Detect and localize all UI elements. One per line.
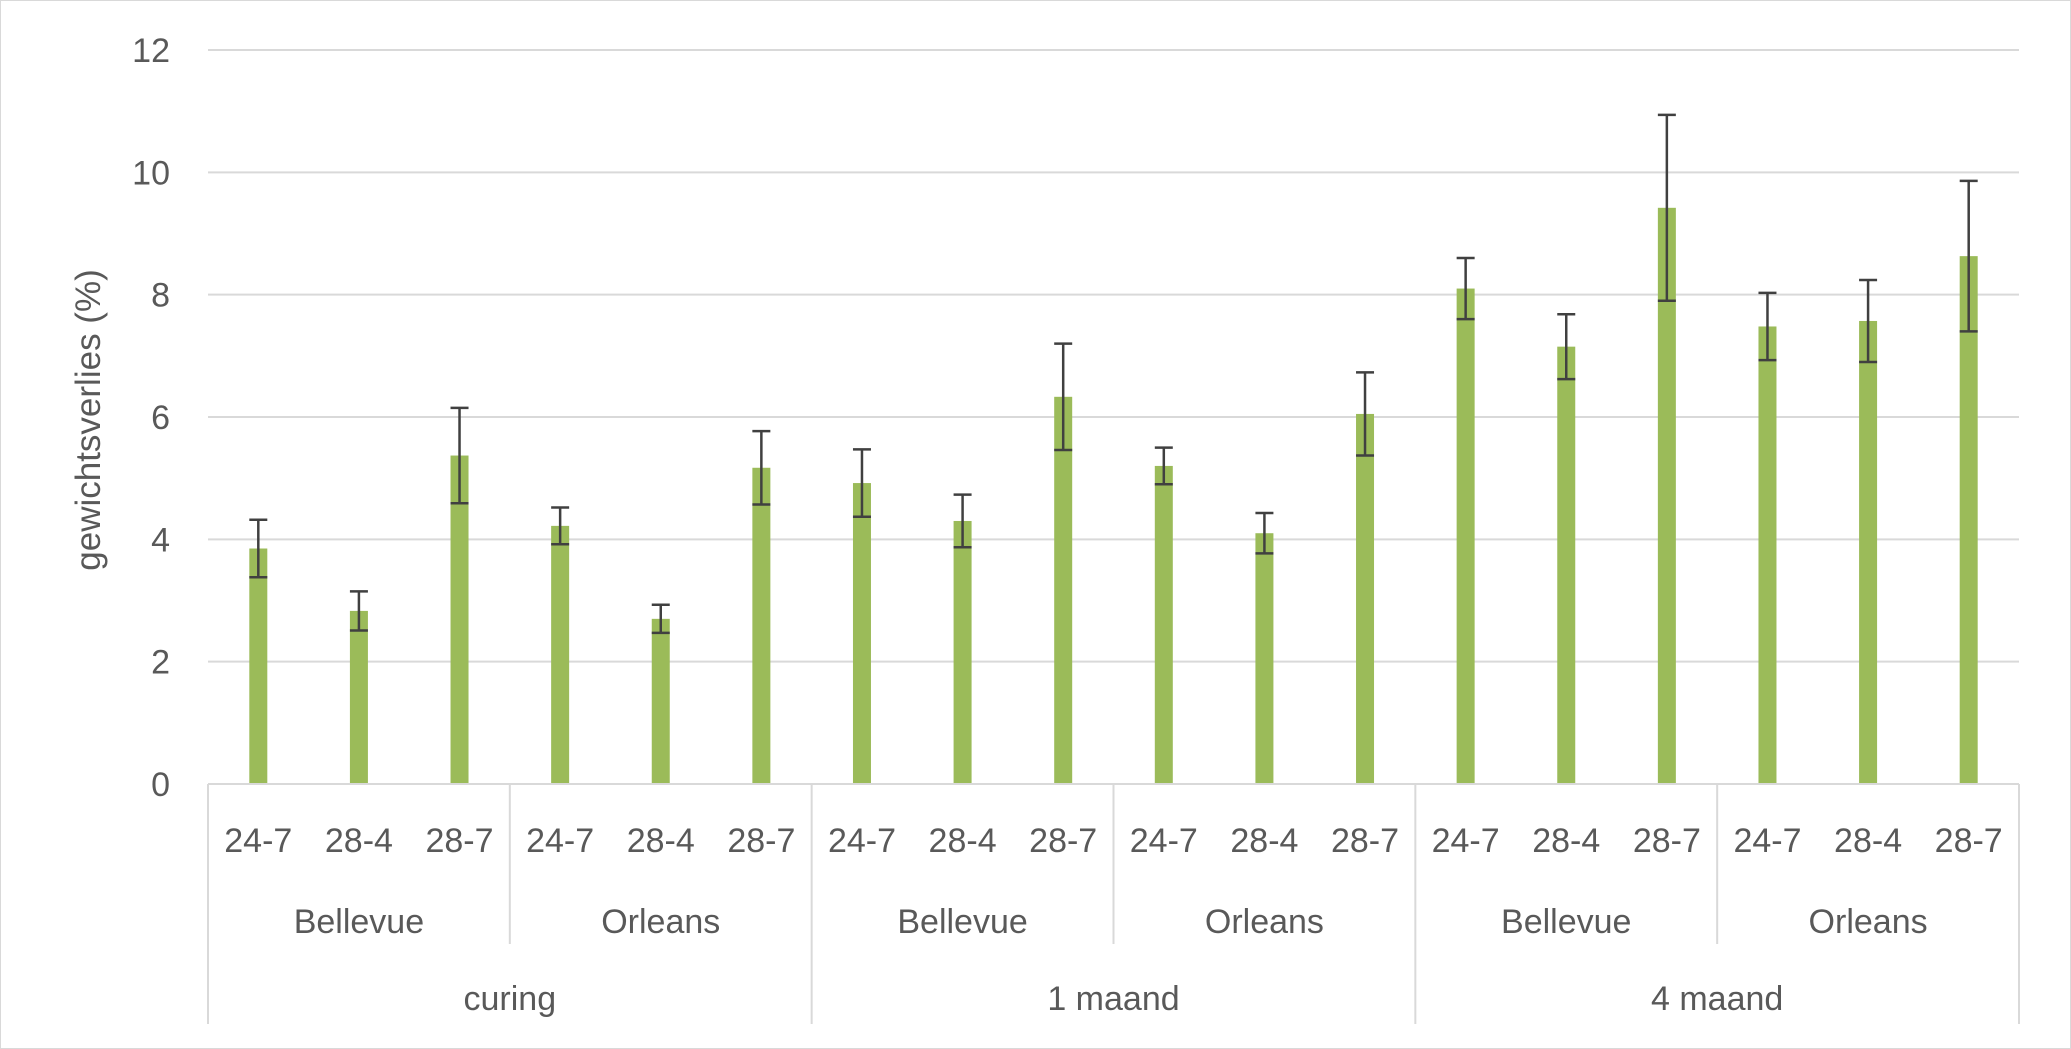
period-label: 1 maand xyxy=(1047,980,1179,1018)
error-bars xyxy=(249,113,1978,635)
variety-label: Orleans xyxy=(1205,903,1324,941)
x-tick-label: 28-7 xyxy=(1331,822,1399,860)
x-tick-label: 28-4 xyxy=(325,822,393,860)
bar xyxy=(249,548,268,784)
x-tick-label: 24-7 xyxy=(1733,822,1801,860)
x-tick-label: 28-7 xyxy=(727,822,795,860)
variety-label: Orleans xyxy=(1809,903,1928,941)
x-tick-label: 24-7 xyxy=(1432,822,1500,860)
bar xyxy=(1356,413,1375,784)
y-tick-label: 0 xyxy=(151,766,170,804)
y-tick-label: 4 xyxy=(151,521,170,559)
period-label: curing xyxy=(464,980,557,1018)
y-axis-tick-labels: 0 2 4 6 8 10 12 xyxy=(132,32,170,804)
error-bar xyxy=(651,603,670,635)
bars xyxy=(249,207,1978,784)
x-tick-label: 24-7 xyxy=(526,822,594,860)
error-bar xyxy=(1456,256,1475,321)
y-axis-label: gewichtsverlies (%) xyxy=(69,269,108,570)
x-tick-label: 28-7 xyxy=(1935,822,2003,860)
error-bar xyxy=(1959,179,1978,333)
bar xyxy=(1959,256,1978,784)
bar xyxy=(651,618,670,784)
error-bar xyxy=(852,448,871,518)
bar xyxy=(1054,396,1073,784)
error-bar xyxy=(953,493,972,549)
x-tick-label: 28-4 xyxy=(627,822,695,860)
bar xyxy=(1758,326,1777,784)
x-tick-label: 28-7 xyxy=(1029,822,1097,860)
x-tick-label: 28-4 xyxy=(1532,822,1600,860)
error-bar xyxy=(1154,446,1173,486)
x-tick-label: 28-4 xyxy=(1230,822,1298,860)
error-bar xyxy=(1557,312,1576,381)
variety-label: Bellevue xyxy=(1501,903,1631,941)
error-bar xyxy=(450,406,469,505)
x-tick-label: 28-4 xyxy=(929,822,997,860)
error-bar xyxy=(1859,278,1878,364)
x-tick-label: 28-7 xyxy=(425,822,493,860)
x-tick-label: 28-4 xyxy=(1834,822,1902,860)
x-tick-label: 24-7 xyxy=(224,822,292,860)
bar xyxy=(349,610,368,784)
bar xyxy=(1154,465,1173,784)
error-bar xyxy=(1356,371,1375,457)
y-tick-label: 8 xyxy=(151,277,170,315)
x-tick-label: 24-7 xyxy=(828,822,896,860)
period-label: 4 maand xyxy=(1651,980,1783,1018)
error-bar xyxy=(1255,511,1274,555)
error-bar xyxy=(1758,291,1777,362)
error-bar xyxy=(551,506,570,546)
y-tick-label: 12 xyxy=(132,32,170,70)
bar xyxy=(450,455,469,784)
bar xyxy=(953,520,972,784)
x-tick-label: 28-7 xyxy=(1633,822,1701,860)
bar xyxy=(1557,346,1576,784)
bar xyxy=(1657,207,1676,784)
error-bar xyxy=(349,590,368,632)
bar xyxy=(1456,288,1475,784)
error-bar xyxy=(249,518,268,579)
x-tick-label: 24-7 xyxy=(1130,822,1198,860)
y-tick-label: 10 xyxy=(132,154,170,192)
y-tick-label: 2 xyxy=(151,644,170,682)
bar xyxy=(852,483,871,784)
y-tick-label: 6 xyxy=(151,399,170,437)
category-axis: 24-7 28-4 28-7 24-7 28-4 28-7 24-7 28-4 28-7 24-7… xyxy=(207,783,2020,1024)
bar xyxy=(752,467,771,784)
bar xyxy=(551,525,570,784)
error-bar xyxy=(752,429,771,506)
variety-label: Bellevue xyxy=(294,903,424,941)
bar xyxy=(1255,533,1274,784)
variety-label: Bellevue xyxy=(897,903,1027,941)
variety-label: Orleans xyxy=(601,903,720,941)
bar xyxy=(1859,320,1878,784)
gridlines xyxy=(208,49,2019,663)
error-bar xyxy=(1657,113,1676,303)
error-bar xyxy=(1054,342,1073,452)
